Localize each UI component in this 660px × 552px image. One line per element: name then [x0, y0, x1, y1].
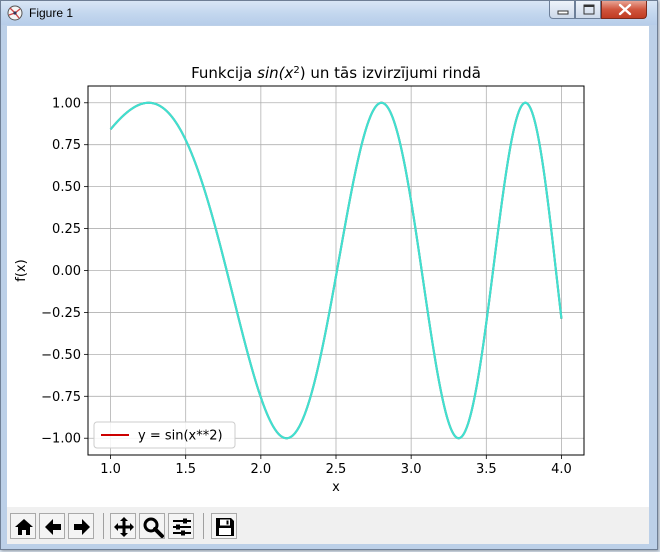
close-button[interactable] [601, 1, 647, 19]
toolbar-separator [203, 513, 204, 539]
configure-subplots-icon [173, 518, 191, 536]
y-tick-label: −0.50 [41, 348, 81, 363]
forward-button[interactable] [68, 513, 94, 539]
maximize-button[interactable] [575, 1, 601, 19]
window-title: Figure 1 [29, 6, 74, 20]
x-tick-label: 2.5 [326, 462, 347, 477]
y-tick-label: 0.75 [52, 138, 81, 153]
pan-button[interactable] [110, 513, 136, 539]
y-tick-label: −0.75 [41, 390, 81, 405]
legend: y = sin(x**2) [93, 421, 236, 449]
y-tick-label: −0.25 [41, 306, 81, 321]
zoom-button[interactable] [139, 513, 165, 539]
forward-arrow-icon [74, 519, 90, 535]
x-axis-label: x [332, 480, 340, 495]
minimize-button[interactable] [549, 1, 575, 19]
back-arrow-icon [45, 519, 61, 535]
home-button[interactable] [10, 513, 36, 539]
x-tick-label: 3.0 [401, 462, 422, 477]
zoom-magnifier-icon [143, 517, 164, 538]
y-tick-label: 0.50 [52, 180, 81, 195]
grid-layer [88, 86, 584, 455]
maximize-icon [583, 4, 595, 15]
x-tick-label: 1.0 [100, 462, 121, 477]
legend-label: y = sin(x**2) [138, 429, 223, 444]
y-tick-label: 0.00 [52, 264, 81, 279]
x-tick-label: 1.5 [175, 462, 196, 477]
x-tick-label: 2.0 [251, 462, 272, 477]
configure-subplots-button[interactable] [168, 513, 194, 539]
y-tick-label: 0.25 [52, 222, 81, 237]
title-bar[interactable]: Figure 1 [1, 1, 657, 25]
figure-canvas-area: 1.0 1.5 2.0 2.5 3.0 3.5 4.0 −1.00 −0.75 −0.50 −0.2… [7, 26, 649, 544]
toolbar-separator [103, 513, 104, 539]
save-button[interactable] [211, 513, 237, 539]
legend-box [93, 421, 236, 449]
minimize-icon [557, 10, 569, 15]
close-icon [618, 3, 632, 16]
home-icon [15, 519, 33, 535]
y-tick-label: 1.00 [52, 96, 81, 111]
chart: 1.0 1.5 2.0 2.5 3.0 3.5 4.0 −1.00 −0.75 −0.50 −0.2… [7, 26, 649, 507]
pan-move-icon [114, 517, 134, 537]
series-line-1 [109, 101, 563, 440]
save-floppy-icon [216, 518, 234, 536]
navigation-toolbar [7, 507, 649, 544]
app-icon [7, 5, 23, 21]
y-tick-label: −1.00 [41, 432, 81, 447]
back-button[interactable] [39, 513, 65, 539]
x-tick-label: 3.5 [476, 462, 497, 477]
y-axis-label: f(x) [14, 259, 29, 281]
x-tick-label: 4.0 [551, 462, 572, 477]
tick-layer: 1.0 1.5 2.0 2.5 3.0 3.5 4.0 −1.00 −0.75 −0.50 −0.2… [41, 96, 572, 477]
chart-title: Funkcija sin(x2) un tās izvirzījumi rind… [191, 64, 481, 82]
plot-layer [109, 101, 563, 440]
